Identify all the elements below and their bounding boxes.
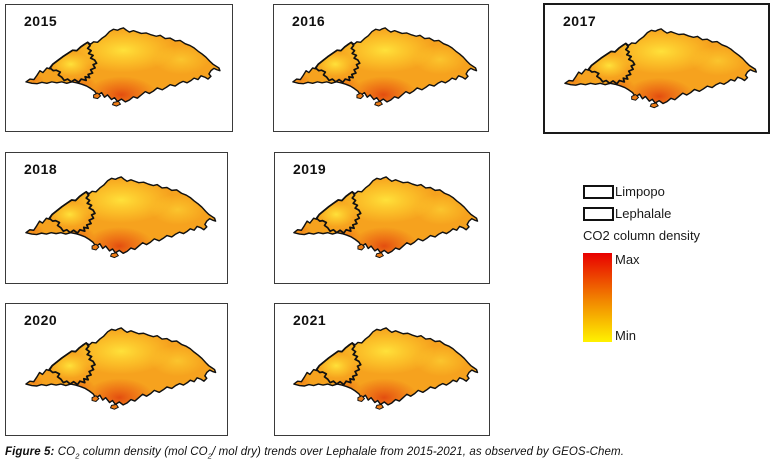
panel-year-label: 2018	[24, 161, 58, 177]
map-panel-2016: 2016	[273, 4, 489, 132]
colorbar-min-label: Min	[615, 328, 636, 343]
figure-caption: Figure 5: CO2 column density (mol CO2/ m…	[5, 446, 765, 460]
limpopo-co2-map-2015	[24, 26, 223, 112]
caption-text: CO2 column density (mol CO2/ mol dry) tr…	[57, 446, 624, 461]
panel-year-label: 2017	[563, 13, 597, 29]
limpopo-outline-swatch	[583, 184, 614, 199]
panel-year-label: 2020	[24, 312, 58, 328]
legend-item-limpopo: Limpopo	[583, 184, 753, 199]
limpopo-co2-map-2017	[563, 27, 759, 113]
map-panel-2019: 2019	[274, 152, 490, 284]
limpopo-co2-map-2020	[24, 326, 218, 415]
panel-year-label: 2021	[293, 312, 327, 328]
map-panel-2018: 2018	[5, 152, 228, 284]
limpopo-co2-map-2018	[24, 175, 218, 263]
panel-year-label: 2015	[24, 13, 58, 29]
map-panel-2015: 2015	[5, 4, 233, 132]
limpopo-co2-map-2021	[292, 326, 480, 415]
limpopo-co2-map-2016	[291, 26, 479, 112]
panel-year-label: 2019	[293, 161, 327, 177]
lephalale-label: Lephalale	[615, 206, 672, 221]
map-panel-2017: 2017	[543, 3, 770, 134]
colorbar-wrap: Max Min	[583, 252, 743, 345]
map-panel-2021: 2021	[274, 303, 490, 436]
legend: Limpopo Lephalale CO2 column density Max…	[583, 184, 753, 345]
map-panel-2020: 2020	[5, 303, 228, 436]
limpopo-co2-map-2019	[292, 175, 480, 263]
colorbar	[583, 253, 612, 342]
lephalale-outline-swatch	[583, 206, 614, 221]
colorbar-max-label: Max	[615, 252, 640, 267]
legend-item-lephalale: Lephalale	[583, 206, 753, 221]
limpopo-label: Limpopo	[615, 184, 665, 199]
panel-year-label: 2016	[292, 13, 326, 29]
colorbar-title: CO2 column density	[583, 228, 701, 243]
caption-label: Figure 5:	[5, 446, 55, 458]
